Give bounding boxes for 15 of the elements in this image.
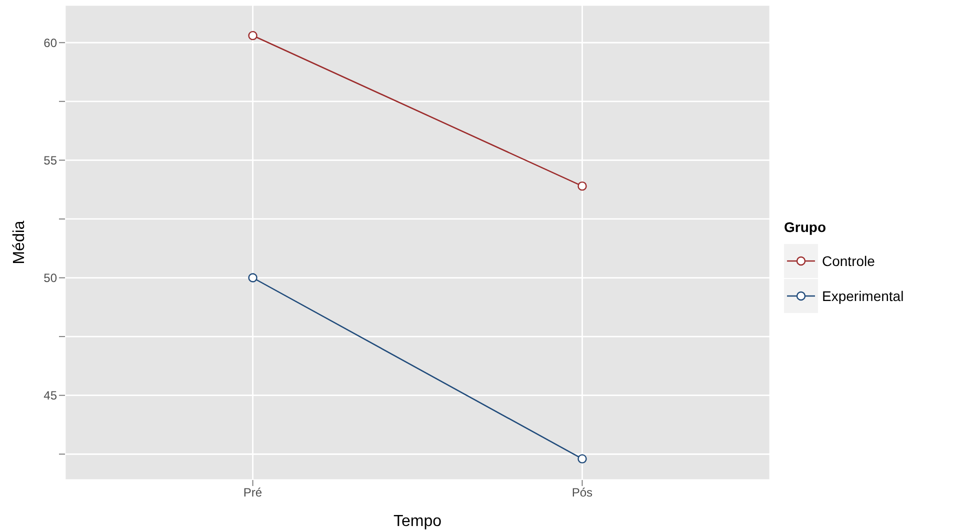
point [248,273,258,282]
point [578,181,587,191]
legend-label: Controle [822,252,875,268]
y-tick-label: 60 [44,36,58,50]
x-tick-label: Pré [243,486,262,500]
y-tick-label: 55 [44,153,58,168]
y-axis-title: Média [11,220,28,264]
legend-title: Grupo [784,219,827,235]
point [578,454,587,464]
legend-label: Experimental [822,288,904,304]
y-tick-label: 45 [44,388,58,403]
y-tick-label: 50 [44,271,58,286]
x-tick-label: Pós [572,486,593,500]
x-axis-title: Tempo [393,513,442,530]
point [248,30,258,40]
